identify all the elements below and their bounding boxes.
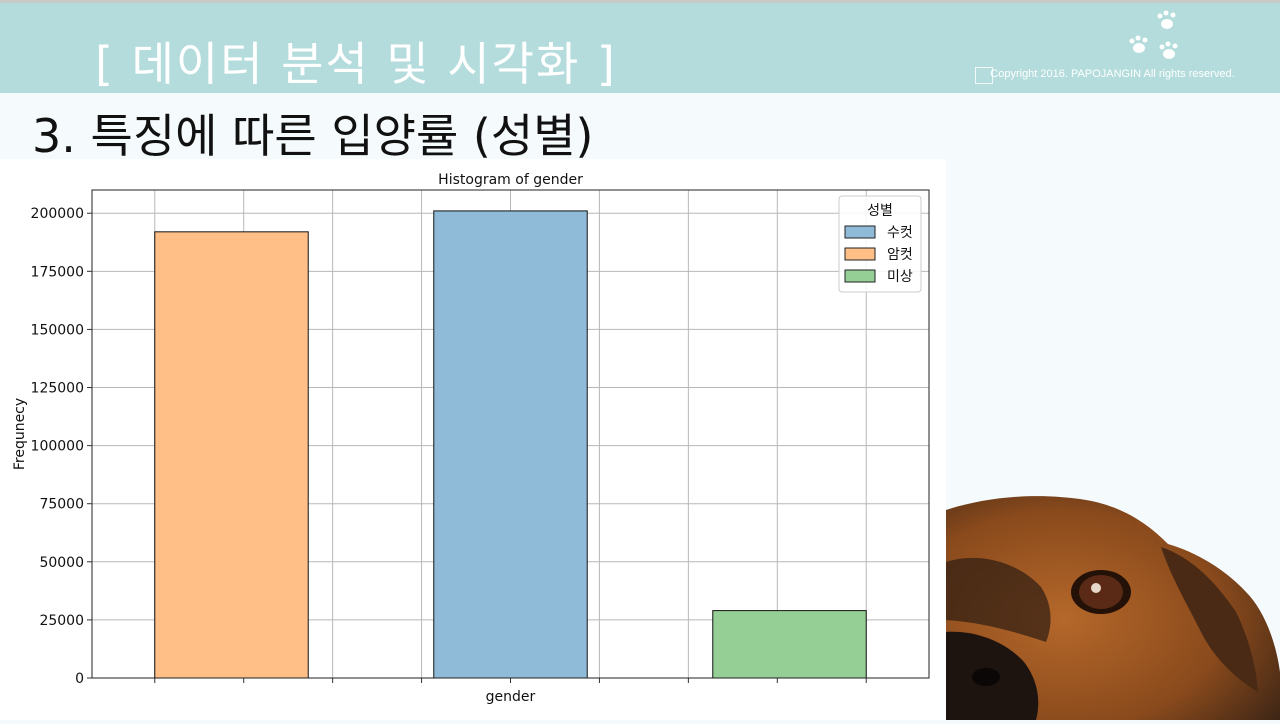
y-tick-label: 75000	[39, 497, 84, 513]
x-axis-label: gender	[486, 689, 536, 705]
header-band	[0, 0, 1280, 93]
chart-title: Histogram of gender	[438, 172, 583, 188]
legend-swatch-1	[844, 225, 876, 239]
legend-label-2: 암컷	[887, 247, 913, 263]
slide-subtitle: 3. 특징에 따른 입양률 (성별)	[32, 109, 594, 163]
slide-title: [ 데이터 분석 및 시각화 ]	[95, 37, 617, 91]
plot-frame	[91, 189, 930, 679]
y-tick-label: 125000	[31, 381, 84, 397]
copyright-text: Copyright 2016. PAPOJANGIN All rights re…	[975, 68, 1235, 80]
legend-title: 성별	[867, 203, 893, 219]
legend-swatch-2	[844, 247, 876, 261]
copyright-label: Copyright 2016. PAPOJANGIN All rights re…	[990, 68, 1235, 80]
histogram-chart: 0 25000 50000 75000 100000 125000 150000 175000…	[12, 172, 930, 705]
y-tick-label: 50000	[39, 555, 84, 571]
chart-panel: 0 25000 50000 75000 100000 125000 150000 175000…	[0, 159, 946, 720]
bar-1	[154, 231, 309, 679]
legend-swatch-3	[844, 269, 876, 283]
y-tick-label: 200000	[31, 206, 84, 222]
bar-3	[712, 610, 867, 679]
y-axis-label: Frequnecy	[12, 398, 28, 470]
legend-label-3: 미상	[887, 269, 913, 285]
y-tick-label: 25000	[39, 613, 84, 629]
dog-photo	[946, 496, 1280, 720]
copyright-logo-icon	[975, 67, 993, 84]
legend-label-1: 수컷	[887, 225, 913, 241]
legend-box	[838, 195, 922, 293]
y-tick-label: 175000	[31, 264, 84, 280]
y-tick-label: 100000	[31, 439, 84, 455]
bar-2	[433, 210, 588, 679]
paw-prints-icon	[1129, 10, 1178, 59]
y-tick-label: 150000	[31, 322, 84, 338]
y-tick-label: 0	[75, 671, 84, 687]
